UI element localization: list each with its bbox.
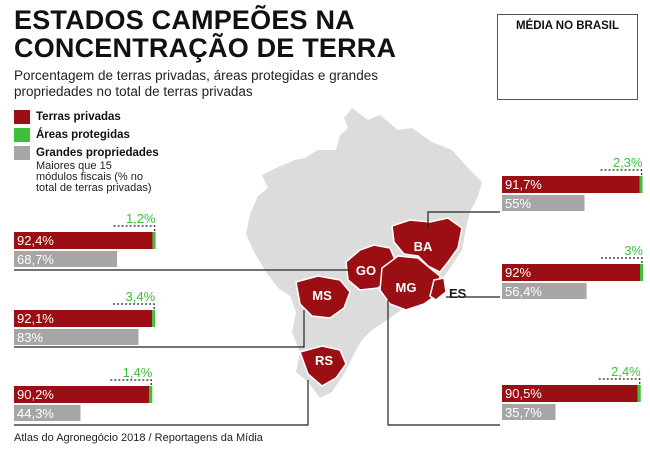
bar-large-ms <box>14 329 139 345</box>
bar-private-es <box>502 264 640 281</box>
label-protected-go: 1,2% <box>126 211 156 226</box>
state-es <box>429 277 447 301</box>
label-large-es: 56,4% <box>505 284 542 299</box>
chart-title: ESTADOS CAMPEÕES NA CONCENTRAÇÃO DE TERR… <box>14 5 397 63</box>
label-private-rs: 90,2% <box>17 387 54 402</box>
label-large-ba: 55% <box>505 196 531 211</box>
label-large-ms: 83% <box>17 330 43 345</box>
state-label-ba: BA <box>414 239 433 254</box>
legend-label-large: Grandes propriedades <box>36 147 159 159</box>
state-label-mg: MG <box>396 280 417 295</box>
leader-line-ms <box>14 310 305 348</box>
bar-large-go <box>14 251 118 267</box>
label-private-ba: 91,7% <box>505 177 542 192</box>
bar-protected-es <box>640 264 643 281</box>
legend-note: Maiores que 15 módulos fiscais (% no tot… <box>36 160 152 194</box>
dotted-connector-ms <box>113 303 155 310</box>
label-private-go: 92,4% <box>17 233 54 248</box>
label-protected-rs: 1,4% <box>123 365 153 380</box>
bar-private-rs <box>14 386 150 403</box>
label-protected-mg: 2,4% <box>611 364 641 379</box>
state-ba <box>391 217 463 273</box>
state-ms <box>295 275 351 319</box>
label-private-ms: 92,1% <box>17 311 54 326</box>
chart-subtitle: Porcentagem de terras privadas, áreas pr… <box>14 68 378 99</box>
label-protected-ms: 3,4% <box>126 289 156 304</box>
leader-line-ba <box>427 211 500 228</box>
label-protected-es: 3% <box>624 243 643 258</box>
legend-swatch-protected <box>14 128 30 142</box>
bar-private-ms <box>14 310 153 327</box>
average-box-title: MÉDIA NO BRASIL <box>515 20 620 32</box>
bar-private-go <box>14 232 153 249</box>
dotted-connector-rs <box>110 379 152 386</box>
bar-large-rs <box>14 405 81 421</box>
state-rs <box>299 345 347 387</box>
label-large-go: 68,7% <box>17 252 54 267</box>
label-private-es: 92% <box>505 265 531 280</box>
bar-protected-go <box>152 232 156 249</box>
label-private-mg: 90,5% <box>505 386 542 401</box>
state-label-es: ES <box>449 286 467 301</box>
legend-label-protected: Áreas protegidas <box>36 129 130 141</box>
bar-large-es <box>502 283 587 299</box>
legend-label-private: Terras privadas <box>36 111 121 123</box>
dotted-connector-go <box>113 225 156 232</box>
source-credit: Atlas do Agronegócio 2018 / Reportagens … <box>14 432 263 444</box>
state-label-go: GO <box>356 263 376 278</box>
dotted-connector-es <box>601 257 643 264</box>
average-box: MÉDIA NO BRASIL <box>497 14 638 100</box>
bar-private-ba <box>502 176 640 193</box>
leader-lines <box>14 211 500 426</box>
label-protected-ba: 2,3% <box>613 155 643 170</box>
bar-protected-mg <box>637 385 641 402</box>
dotted-connector-mg <box>598 378 641 385</box>
bar-large-mg <box>502 404 556 420</box>
bar-protected-rs <box>149 386 153 403</box>
legend-swatch-large <box>14 146 30 160</box>
leader-line-rs <box>14 380 309 426</box>
dotted-connector-ba <box>600 169 643 176</box>
bar-large-ba <box>502 195 585 211</box>
state-label-rs: RS <box>315 353 333 368</box>
label-large-rs: 44,3% <box>17 406 54 421</box>
label-large-mg: 35,7% <box>505 405 542 420</box>
legend-swatch-private <box>14 110 30 124</box>
leader-line-mg <box>387 300 500 426</box>
bar-protected-ms <box>152 310 156 327</box>
state-label-ms: MS <box>312 288 332 303</box>
bar-private-mg <box>502 385 638 402</box>
bar-protected-ba <box>639 176 643 193</box>
